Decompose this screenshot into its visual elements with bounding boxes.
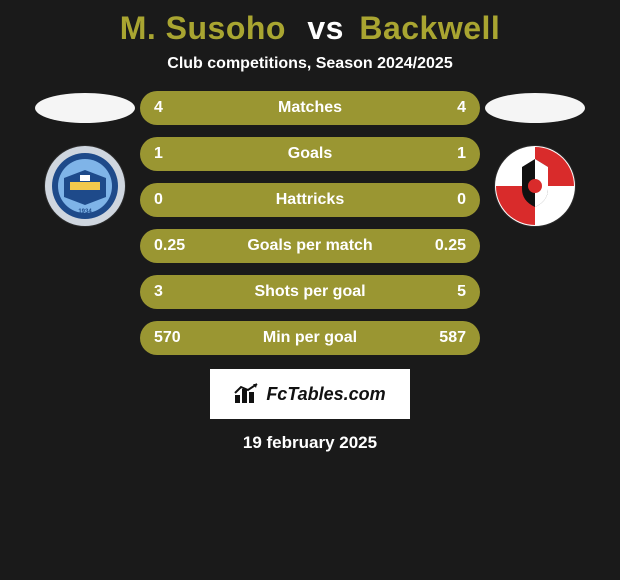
stat-label: Min per goal [194,329,426,347]
stats-column: 4Matches4 1Goals1 0Hattricks0 0.25Goals per… [140,91,480,355]
stat-label: Matches [194,99,426,117]
right-side [480,91,590,227]
stat-right-value: 1 [426,145,466,163]
stat-label: Shots per goal [194,283,426,301]
svg-text:1934: 1934 [78,209,92,215]
stat-row: 4Matches4 [140,91,480,125]
stat-row: 3Shots per goal5 [140,275,480,309]
stat-row: 0.25Goals per match0.25 [140,229,480,263]
left-club-badge: 1934 [44,145,126,227]
stat-left-value: 570 [154,329,194,347]
stat-left-value: 1 [154,145,194,163]
stat-right-value: 0 [426,191,466,209]
stat-label: Goals [194,145,426,163]
title-player1: M. Susoho [120,10,286,46]
stat-row: 0Hattricks0 [140,183,480,217]
subtitle: Club competitions, Season 2024/2025 [167,55,452,73]
peterborough-badge-icon: 1934 [44,145,126,227]
comparison-body: 1934 4Matches41Goals10Hattricks00.25Goal… [0,91,620,355]
title-player2: Backwell [359,10,500,46]
bar-chart-icon [234,383,260,405]
stat-right-value: 4 [426,99,466,117]
stat-label: Goals per match [194,237,426,255]
left-oval [35,93,135,123]
stat-label: Hattricks [194,191,426,209]
stat-right-value: 0.25 [426,237,466,255]
branding-label: FcTables.com [266,384,385,405]
stat-row: 570Min per goal587 [140,321,480,355]
stat-left-value: 0 [154,191,194,209]
branding-box[interactable]: FcTables.com [210,369,410,419]
title-vs: vs [307,10,344,46]
left-side: 1934 [30,91,140,227]
cheltenham-badge-icon [494,145,576,227]
stat-row: 1Goals1 [140,137,480,171]
stat-left-value: 3 [154,283,194,301]
date-label: 19 february 2025 [243,433,377,453]
right-club-badge [494,145,576,227]
stat-left-value: 4 [154,99,194,117]
stat-left-value: 0.25 [154,237,194,255]
comparison-card: M. Susoho vs Backwell Club competitions,… [0,0,620,453]
page-title: M. Susoho vs Backwell [120,10,501,47]
right-oval [485,93,585,123]
stat-right-value: 5 [426,283,466,301]
stat-right-value: 587 [426,329,466,347]
